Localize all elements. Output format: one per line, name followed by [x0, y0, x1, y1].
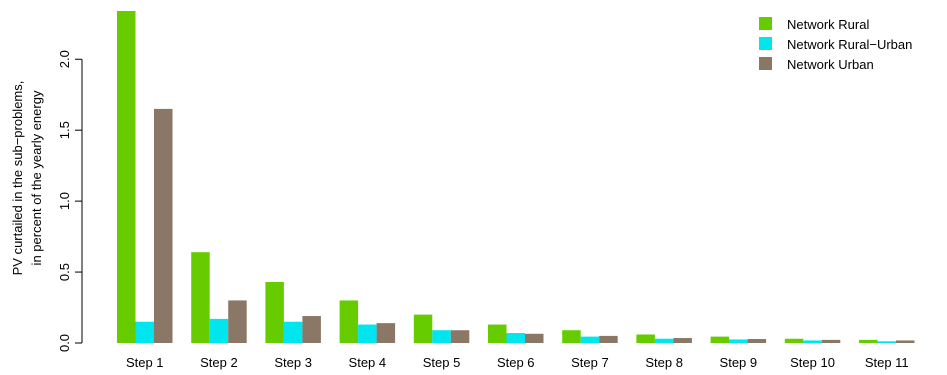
bar [729, 339, 748, 343]
x-tick-label: Step 8 [645, 355, 683, 370]
legend-swatch [759, 37, 772, 50]
bar-group [191, 252, 247, 343]
legend-item: Network Urban [759, 57, 874, 72]
bar [821, 339, 841, 343]
bar-group [339, 300, 396, 343]
bar [154, 108, 173, 344]
bar [599, 335, 618, 343]
bar [191, 252, 210, 343]
y-tick-label: 2.0 [57, 50, 72, 68]
bar [562, 330, 581, 343]
legend-label: Network Rural [787, 17, 869, 32]
bar [117, 11, 136, 343]
bar [859, 339, 878, 343]
y-axis-title-line2: in percent of the yearly energy [29, 90, 44, 265]
bar [135, 321, 154, 343]
y-axis-title: PV curtailed in the sub−problems, in per… [10, 81, 44, 276]
y-tick-label: 0.0 [57, 334, 72, 352]
legend-item: Network Rural [759, 17, 869, 32]
bars [117, 11, 915, 344]
bar [506, 333, 525, 343]
y-axis: 0.0 0.5 1.0 1.5 2.0 [57, 50, 83, 352]
bar [803, 340, 822, 343]
bar-group [265, 281, 321, 343]
bar [283, 321, 303, 343]
bar [784, 338, 804, 343]
bar [488, 324, 507, 343]
bar-group [562, 330, 618, 343]
bar [376, 323, 396, 343]
bar [710, 336, 730, 343]
x-tick-label: Step 4 [349, 355, 387, 370]
x-tick-label: Step 11 [865, 355, 909, 370]
bar [358, 324, 377, 343]
bar [636, 334, 655, 343]
x-tick-label: Step 1 [126, 355, 164, 370]
y-tick-label: 1.5 [57, 121, 72, 139]
bar [580, 336, 600, 343]
x-tick-label: Step 10 [790, 355, 835, 370]
x-tick-label: Step 5 [423, 355, 461, 370]
bar [654, 338, 674, 343]
bar-group [488, 324, 544, 343]
y-ticks: 0.0 0.5 1.0 1.5 2.0 [57, 50, 82, 352]
legend: Network Rural Network Rural−Urban Network … [759, 17, 912, 72]
y-axis-title-line1: PV curtailed in the sub−problems, [10, 81, 25, 276]
bar [209, 318, 229, 343]
bar [302, 316, 321, 343]
bar [265, 281, 284, 343]
bar [413, 314, 433, 343]
x-tick-label: Step 3 [274, 355, 312, 370]
bar [228, 300, 247, 343]
bar [747, 339, 767, 343]
bar [450, 330, 470, 343]
bar [896, 340, 915, 343]
bar-group [636, 334, 692, 343]
x-labels: Step 1 Step 2 Step 3 Step 4 Step 5 Step 6 Step… [126, 355, 909, 370]
bar-group [117, 11, 173, 344]
bar [525, 333, 544, 343]
bar-group [859, 339, 915, 343]
y-tick-label: 1.0 [57, 192, 72, 210]
x-tick-label: Step 7 [571, 355, 609, 370]
bar [673, 338, 692, 343]
legend-item: Network Rural−Urban [759, 37, 912, 52]
x-tick-label: Step 2 [200, 355, 238, 370]
bar-group [784, 338, 841, 343]
x-tick-label: Step 9 [720, 355, 758, 370]
legend-label: Network Rural−Urban [787, 37, 912, 52]
legend-label: Network Urban [787, 57, 874, 72]
legend-swatch [759, 57, 772, 70]
x-tick-label: Step 6 [497, 355, 535, 370]
bar [339, 300, 359, 343]
bar [432, 330, 451, 343]
bar-group [710, 336, 767, 343]
bar-group [413, 314, 470, 343]
y-tick-label: 0.5 [57, 263, 72, 281]
bar [877, 341, 896, 343]
legend-swatch [759, 17, 772, 30]
